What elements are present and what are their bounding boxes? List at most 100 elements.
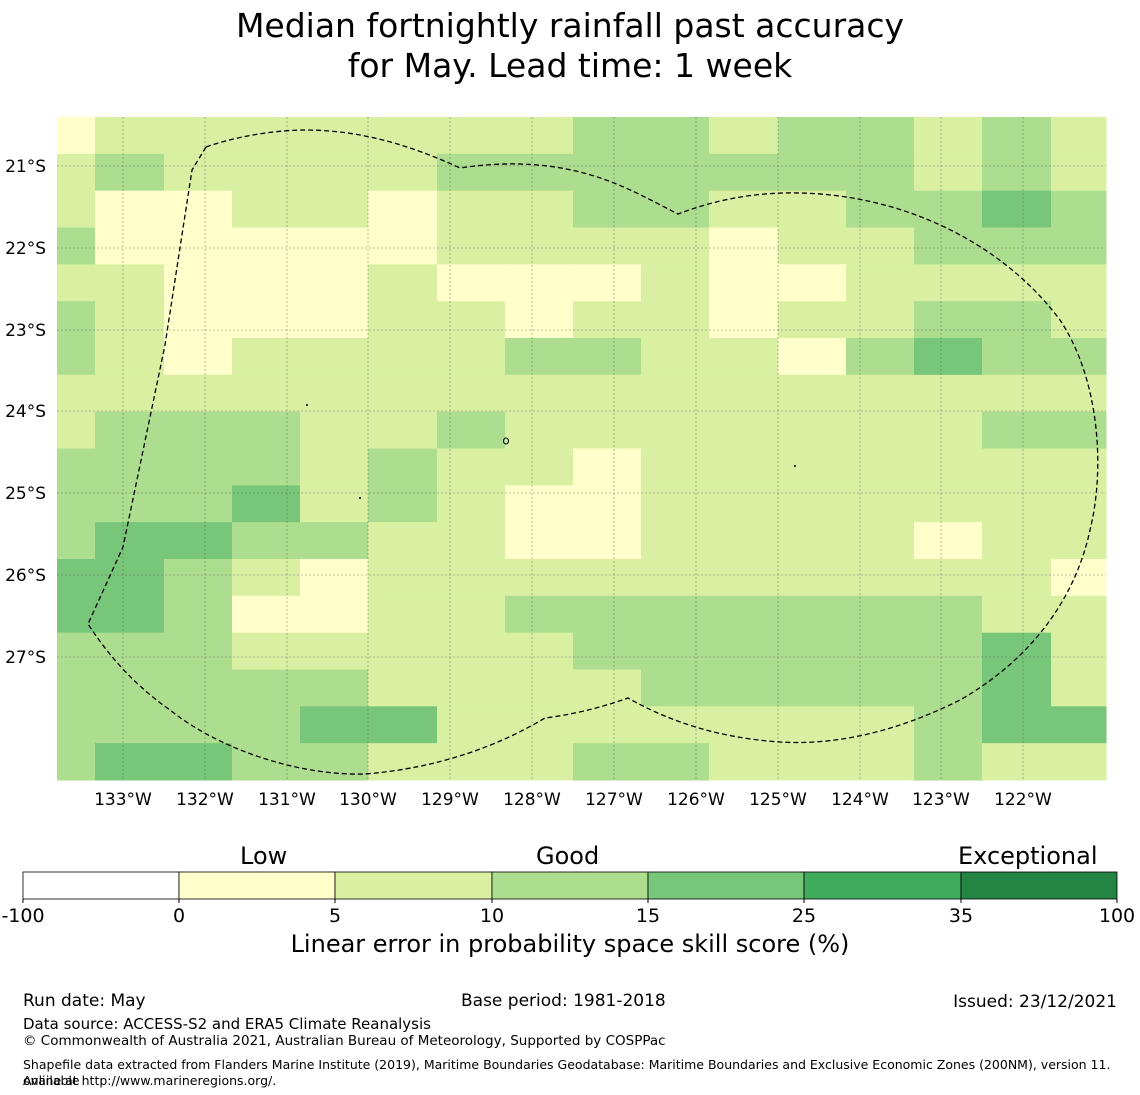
grid-cell xyxy=(232,301,301,339)
grid-cell xyxy=(914,559,983,597)
grid-cell xyxy=(641,190,710,228)
grid-cell xyxy=(641,485,710,523)
grid-cell xyxy=(641,559,710,597)
grid-cell xyxy=(914,448,983,486)
issued-date: Issued: 23/12/2021 xyxy=(953,992,1117,1012)
grid-cell xyxy=(1051,522,1107,560)
grid-cell xyxy=(437,559,506,597)
grid-cell xyxy=(982,190,1052,228)
grid-cell xyxy=(57,411,96,449)
grid-cell xyxy=(641,706,710,744)
grid-cell xyxy=(57,338,96,376)
grid-cell xyxy=(232,448,301,486)
grid-cell xyxy=(164,227,233,265)
island-mark xyxy=(794,465,796,467)
grid-cell xyxy=(505,264,574,302)
grid-cell xyxy=(232,595,301,634)
grid-cell xyxy=(368,153,438,192)
grid-cell xyxy=(300,522,369,560)
grid-cell xyxy=(1051,227,1107,265)
grid-cell xyxy=(437,338,506,376)
grid-cell xyxy=(709,153,779,192)
colorbar-boxes xyxy=(22,871,1118,900)
grid-cell xyxy=(846,153,915,192)
grid-cell xyxy=(573,595,642,634)
lon-tick-label: 131°W xyxy=(258,790,316,810)
grid-cell xyxy=(300,559,369,597)
grid-cell xyxy=(573,559,642,597)
shapefile-credit-line-2: online at http://www.marineregions.org/. xyxy=(23,1073,277,1088)
grid-cell xyxy=(57,117,96,155)
grid-cell xyxy=(57,448,96,486)
grid-cell xyxy=(95,706,165,744)
grid-cell xyxy=(982,522,1052,560)
grid-cell xyxy=(846,595,915,634)
grid-cell xyxy=(914,411,983,449)
grid-cell xyxy=(437,632,506,670)
grid-cell xyxy=(505,338,574,376)
grid-cell xyxy=(164,743,233,781)
grid-cell xyxy=(1051,595,1107,634)
grid-cell xyxy=(641,595,710,634)
grid-cell xyxy=(709,522,779,560)
grid-cell xyxy=(1051,706,1107,744)
colorbar: -100 0 5 10 15 25 35 100 xyxy=(1,871,1135,927)
grid-cell xyxy=(641,338,710,376)
grid-cell xyxy=(641,522,710,560)
grid-cell xyxy=(573,632,642,670)
grid-cell xyxy=(914,301,983,339)
grid-cell xyxy=(95,190,165,228)
grid-cell xyxy=(95,448,165,486)
grid-cell xyxy=(95,595,165,634)
grid-cell xyxy=(1051,669,1107,707)
grid-cell xyxy=(300,595,369,634)
grid-cell xyxy=(232,706,301,744)
grid-cell xyxy=(778,338,847,376)
grid-cell xyxy=(1051,485,1107,523)
grid-cell xyxy=(846,706,915,744)
lon-tick-label: 124°W xyxy=(831,790,889,810)
grid-cell xyxy=(982,227,1052,265)
grid-cell xyxy=(914,227,983,265)
grid-cell xyxy=(232,153,301,192)
grid-cell xyxy=(778,743,847,781)
grid-cell xyxy=(846,374,915,413)
grid-cell xyxy=(641,411,710,449)
grid-cell xyxy=(368,595,438,634)
grid-cell xyxy=(982,706,1052,744)
grid-cell xyxy=(368,743,438,781)
grid-cell xyxy=(57,485,96,523)
base-period: Base period: 1981-2018 xyxy=(461,991,666,1011)
grid-cell xyxy=(778,632,847,670)
grid-cell xyxy=(164,190,233,228)
grid-cell xyxy=(368,411,438,449)
grid-cell xyxy=(778,153,847,192)
lon-tick-label: 130°W xyxy=(339,790,397,810)
grid-cell xyxy=(914,153,983,192)
grid-cell xyxy=(505,448,574,486)
colorbar-box xyxy=(22,871,180,900)
grid-cell xyxy=(437,227,506,265)
grid-cell xyxy=(709,743,779,781)
grid-cell xyxy=(368,227,438,265)
lon-tick-label: 133°W xyxy=(94,790,152,810)
grid-cell xyxy=(846,632,915,670)
grid-cell xyxy=(982,632,1052,670)
grid-cell xyxy=(232,338,301,376)
grid-cell xyxy=(57,706,96,744)
colorbar-tick-label: -100 xyxy=(1,905,44,927)
grid-cell xyxy=(778,117,847,155)
lat-tick-label: 25°S xyxy=(5,484,46,504)
grid-cell xyxy=(1051,559,1107,597)
copyright: © Commonwealth of Australia 2021, Austra… xyxy=(23,1033,666,1049)
grid-cell xyxy=(300,264,369,302)
grid-cell xyxy=(232,743,301,781)
grid-cell xyxy=(164,595,233,634)
grid-cell xyxy=(505,743,574,781)
grid-cell xyxy=(95,411,165,449)
skill-cells xyxy=(57,117,1107,781)
grid-cell xyxy=(57,595,96,634)
grid-cell xyxy=(57,632,96,670)
grid-cell xyxy=(232,632,301,670)
grid-cell xyxy=(778,227,847,265)
